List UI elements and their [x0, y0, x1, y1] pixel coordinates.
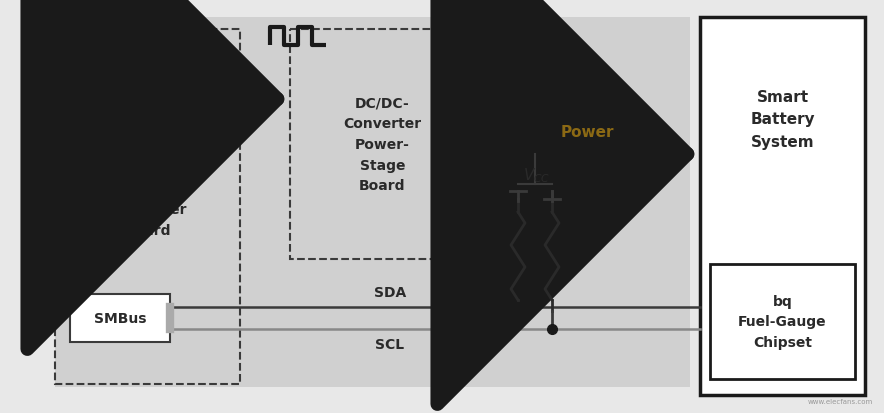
Bar — [70, 294, 170, 342]
Bar — [700, 18, 865, 395]
Text: $V_{CC}$: $V_{CC}$ — [523, 166, 551, 185]
Bar — [70, 68, 165, 116]
Text: bq
Fuel-Gauge
Chipset: bq Fuel-Gauge Chipset — [738, 294, 827, 349]
Bar — [710, 264, 855, 379]
Text: SCL: SCL — [376, 337, 405, 351]
Text: PWM: PWM — [96, 84, 139, 99]
Bar — [55, 18, 690, 387]
Text: DC/DC-
Converter
Power-
Stage
Board: DC/DC- Converter Power- Stage Board — [344, 97, 422, 193]
Text: Smart
Battery
System: Smart Battery System — [751, 90, 815, 150]
Bar — [55, 30, 240, 384]
Text: www.elecfans.com: www.elecfans.com — [807, 398, 873, 404]
Text: Power: Power — [560, 125, 614, 140]
Text: SDA: SDA — [374, 285, 406, 299]
Text: SMBus: SMBus — [94, 311, 146, 325]
Bar — [290, 30, 475, 259]
Text: MSP430™
Controller
Board: MSP430™ Controller Board — [108, 182, 187, 237]
